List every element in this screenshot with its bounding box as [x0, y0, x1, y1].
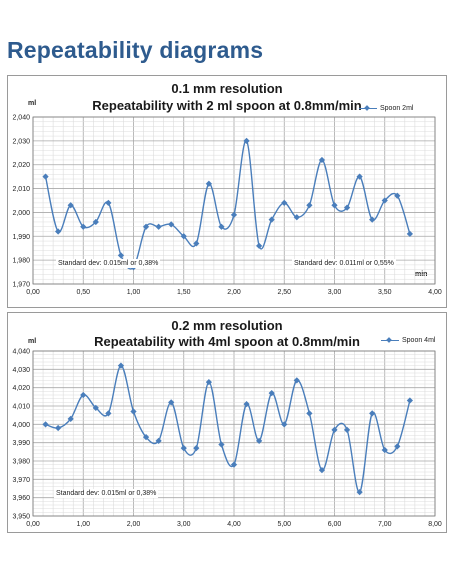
chart-1-data-point	[67, 202, 74, 209]
chart-1-x-tick-label: 3,50	[378, 289, 392, 296]
chart-2-x-tick-label: 0,00	[26, 521, 40, 528]
chart-1-y-axis-label: ml	[28, 100, 37, 107]
chart-1-data-point	[105, 199, 112, 206]
chart-2-data-point	[343, 426, 351, 433]
chart-2-series-line	[45, 364, 411, 493]
chart-1-data-point	[92, 218, 99, 226]
chart-1-title: 0.1 mm resolution	[171, 81, 283, 96]
chart-1-data-point	[168, 221, 175, 228]
chart-2-data-point	[193, 445, 200, 452]
chart-2-y-tick-label: 3,990	[12, 440, 30, 447]
chart-1-data-point	[281, 199, 288, 206]
chart-1-x-tick-label: 4,00	[428, 289, 442, 296]
chart-1-data-point	[155, 223, 162, 230]
chart-1-y-tick-label: 1,990	[12, 234, 30, 241]
chart-2-data-point	[80, 391, 87, 399]
chart-2-x-tick-label: 2,00	[127, 521, 141, 528]
chart-1-y-tick-label: 2,010	[12, 186, 30, 193]
chart-2-x-tick-label: 7,00	[378, 521, 392, 528]
chart-1-plot-area	[32, 116, 436, 285]
chart-1-subtitle: Repeatability with 2 ml spoon at 0.8mm/m…	[92, 98, 362, 113]
chart-1-data-point	[42, 173, 49, 180]
chart-2-x-tick-label: 3,00	[177, 521, 191, 528]
chart-2-y-tick-label: 4,010	[12, 404, 30, 411]
chart-2-data-point	[293, 377, 300, 384]
chart-2-y-tick-label: 3,960	[12, 495, 30, 502]
chart-2-data-point	[218, 441, 225, 448]
chart-2-data-point	[180, 445, 187, 452]
chart-1-annotation-right: Standard dev: 0.011ml or 0,55%	[292, 259, 396, 268]
chart-2-x-tick-label: 4,00	[227, 521, 241, 528]
chart-2-data-point	[42, 421, 49, 428]
chart-2-legend-label: Spoon 4ml	[402, 337, 436, 344]
chart-1-annotation-left: Standard dev: 0.015ml or 0,38%	[56, 259, 161, 268]
chart-1-x-tick-label: 0,50	[76, 289, 90, 296]
chart-2-data-point	[55, 424, 62, 432]
chart-1-y-tick-label: 2,030	[12, 138, 30, 145]
chart-1-data-point	[256, 242, 263, 249]
chart-2-title: 0.2 mm resolution	[171, 318, 283, 333]
chart-2-x-tick-label: 5,00	[277, 521, 291, 528]
chart-2-y-tick-label: 4,000	[12, 422, 30, 429]
page-title: Repeatability diagrams	[7, 37, 264, 63]
chart-1-legend-marker	[359, 105, 377, 112]
chart-2-legend-marker	[381, 337, 399, 344]
chart-2-data-point	[268, 390, 275, 397]
chart-2-x-tick-label: 8,00	[428, 521, 442, 528]
chart-1-x-tick-label: 3,00	[328, 289, 342, 296]
chart-1-y-tick-label: 2,020	[12, 162, 30, 169]
chart-2-annotation: Standard dev: 0.015ml or 0,38%	[54, 489, 159, 498]
chart-1-x-tick-label: 2,50	[277, 289, 291, 296]
chart-1-x-tick-label: 1,00	[127, 289, 141, 296]
chart-1-legend: Spoon 2ml	[359, 105, 413, 112]
chart-1-y-tick-label: 1,970	[12, 282, 30, 289]
chart-1-y-tick-label: 2,040	[12, 115, 30, 122]
chart-2-legend: Spoon 4ml	[381, 337, 435, 344]
chart-1-data-point	[55, 228, 62, 235]
chart-2-data-point	[369, 410, 376, 417]
chart-2-plot-area	[32, 350, 436, 517]
chart-2: 0.2 mm resolution Repeatability with 4ml…	[7, 312, 447, 533]
chart-2-subtitle: Repeatability with 4ml spoon at 0.8mm/mi…	[94, 334, 360, 349]
chart-2-y-tick-label: 4,020	[12, 385, 30, 392]
chart-1-y-tick-label: 2,000	[12, 210, 30, 217]
chart-2-plot: 3,950 3,960 3,970 3,980 3,990 4,000 4,010 4,020…	[12, 349, 442, 529]
chart-2-y-tick-label: 4,030	[12, 367, 30, 374]
chart-2-y-tick-label: 3,970	[12, 477, 30, 484]
chart-2-y-tick-label: 4,040	[12, 349, 30, 356]
chart-1-data-point	[369, 216, 376, 223]
chart-2-data-point	[394, 443, 401, 450]
chart-2-data-point	[230, 461, 238, 468]
chart-2-data-point	[406, 397, 413, 404]
chart-1-y-tick-label: 1,980	[12, 258, 30, 265]
chart-2-x-tick-label: 1,00	[76, 521, 90, 528]
chart-1-x-tick-label: 1,50	[177, 289, 191, 296]
chart-1-plot: 1,970 1,980 1,990 2,000 2,010 2,020 2,030 2,040…	[12, 115, 442, 297]
chart-1: 0.1 mm resolution Repeatability with 2 m…	[7, 75, 447, 308]
chart-1-data-point	[406, 230, 413, 238]
chart-2-y-tick-label: 3,980	[12, 459, 30, 466]
chart-2-y-tick-label: 3,950	[12, 514, 30, 521]
chart-1-x-tick-label: 0,00	[26, 289, 40, 296]
chart-2-x-tick-label: 6,00	[328, 521, 342, 528]
chart-2-data-point	[130, 408, 137, 415]
chart-1-legend-label: Spoon 2ml	[380, 105, 414, 112]
chart-1-x-tick-label: 2,00	[227, 289, 241, 296]
chart-2-data-point	[306, 410, 313, 417]
chart-1-data-point	[268, 216, 275, 223]
chart-2-data-point	[105, 410, 112, 417]
chart-2-y-axis-label: ml	[28, 338, 37, 345]
chart-1-data-point	[117, 252, 125, 259]
